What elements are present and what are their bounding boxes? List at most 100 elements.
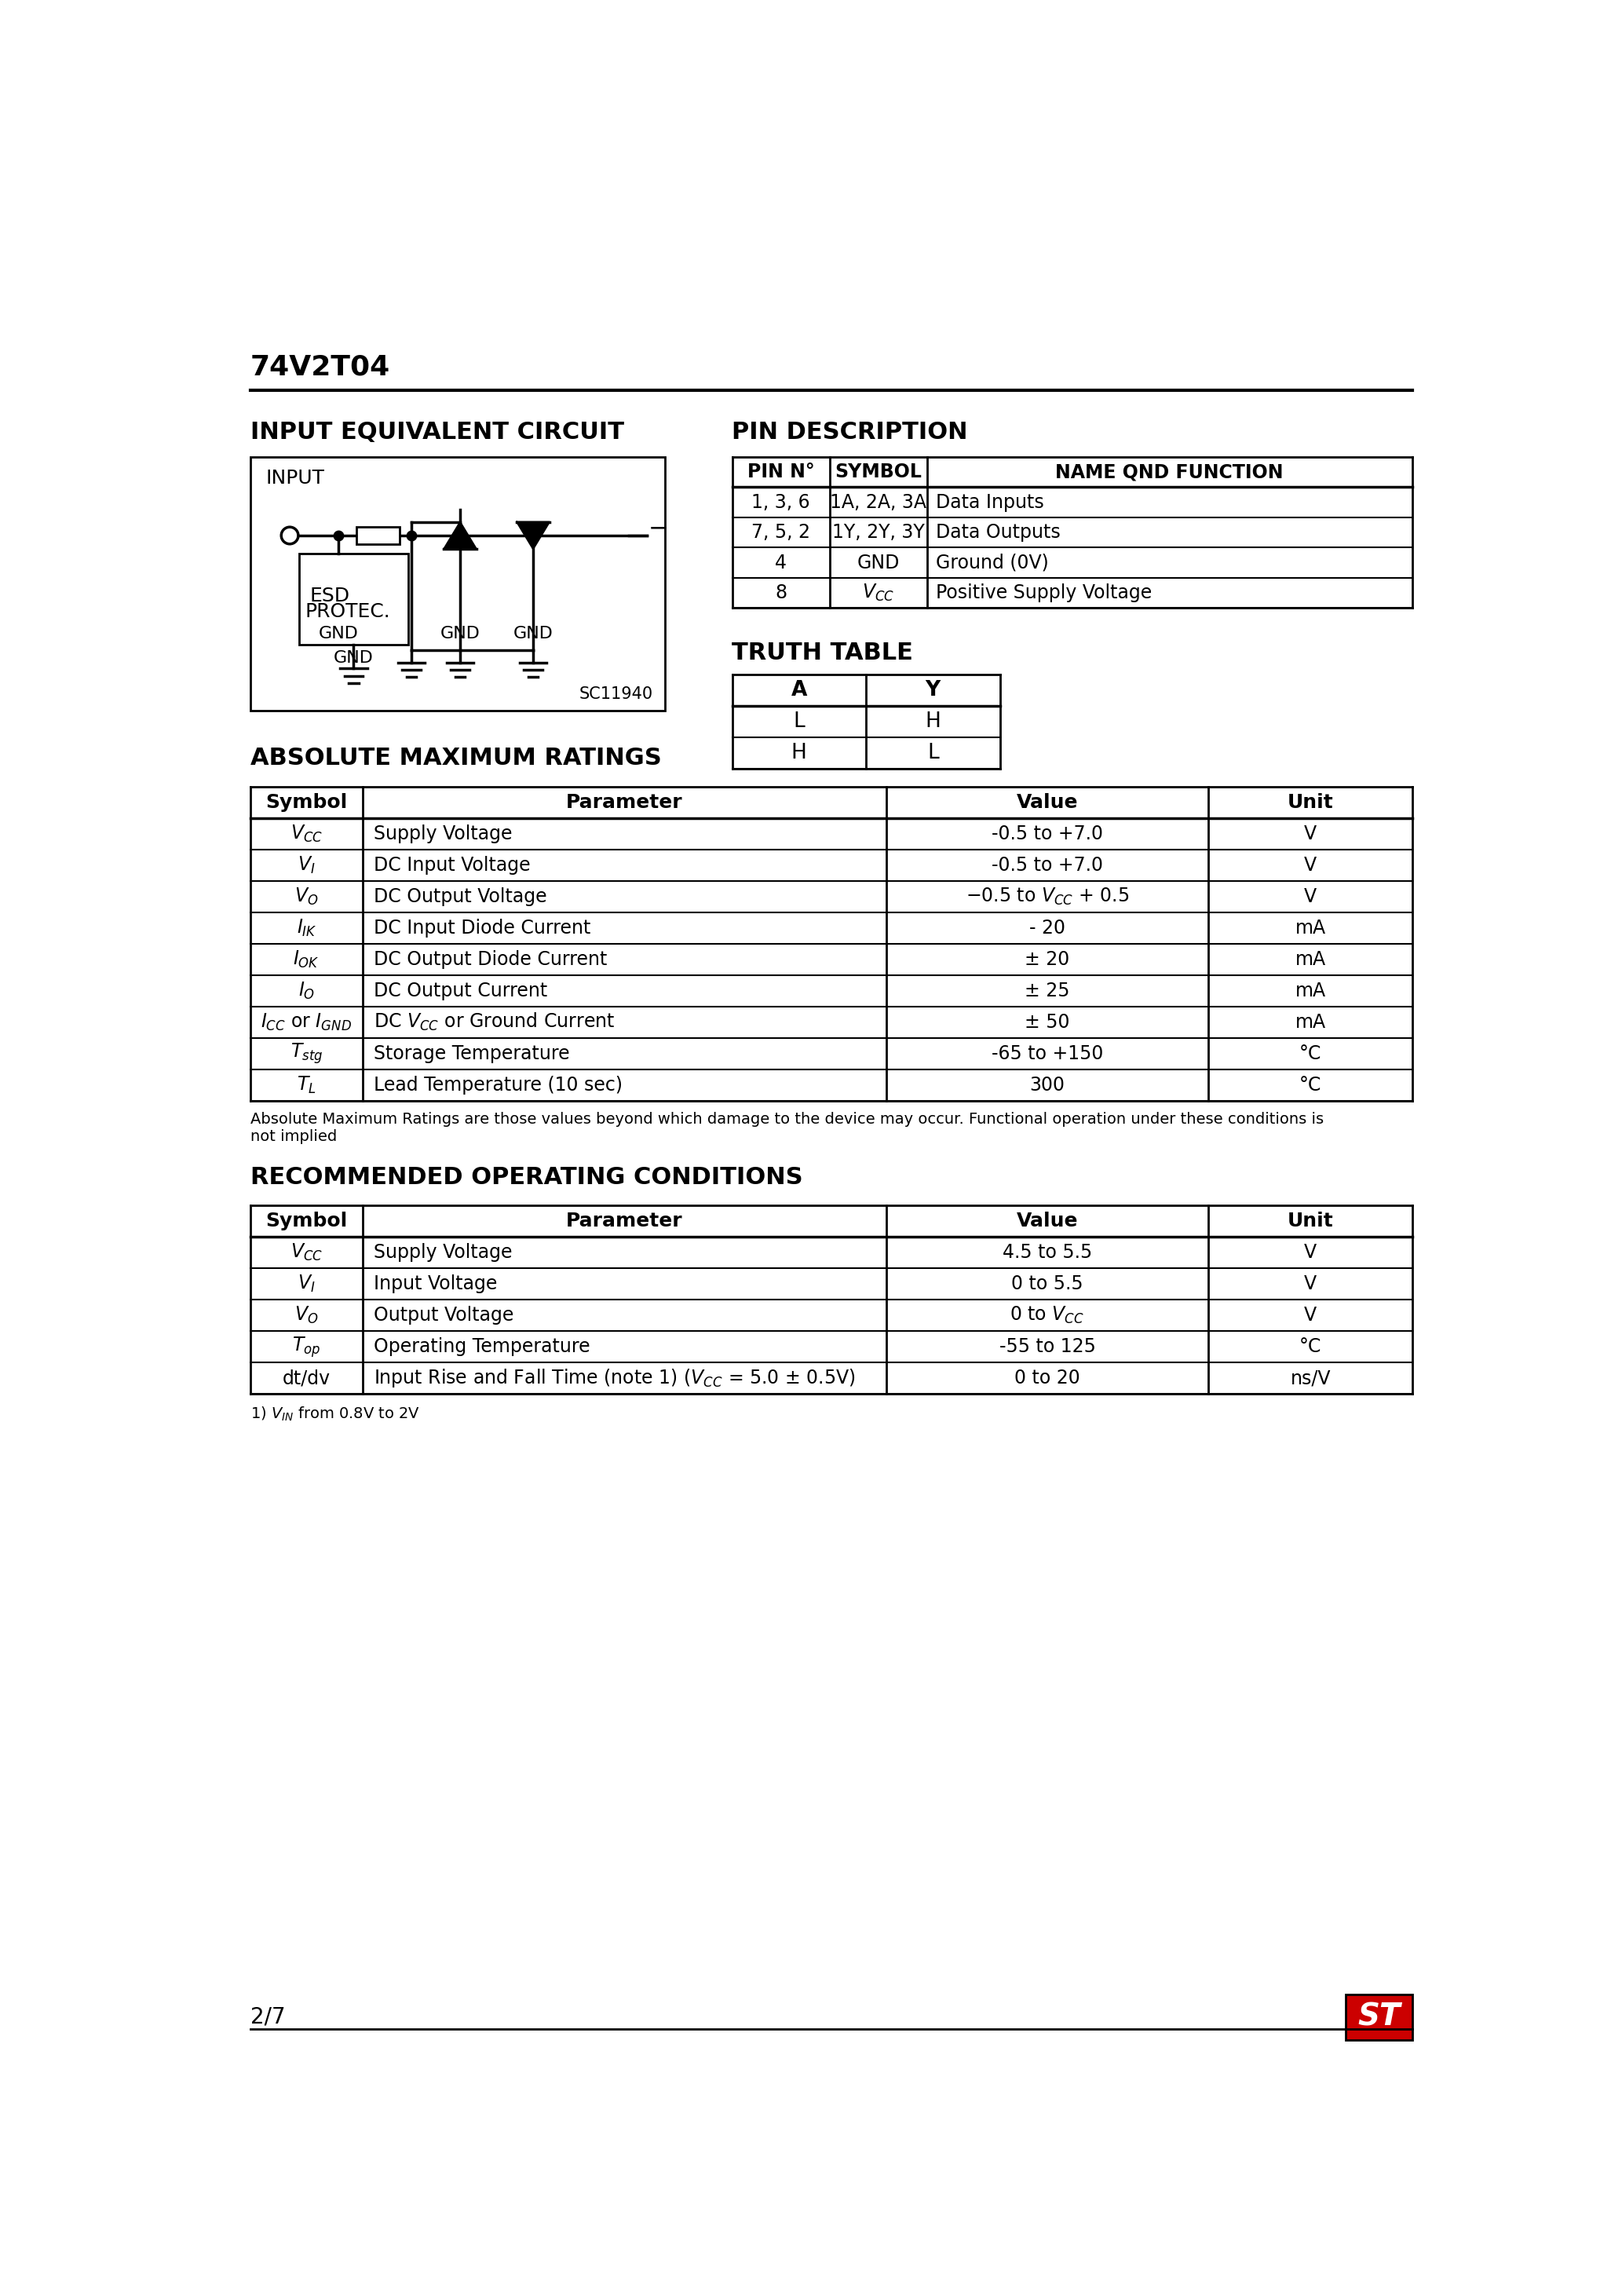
Text: Unit: Unit (1288, 792, 1333, 810)
Text: PIN N°: PIN N° (748, 461, 814, 482)
Text: Data Inputs: Data Inputs (936, 494, 1045, 512)
Text: DC Output Voltage: DC Output Voltage (373, 886, 547, 907)
Text: DC $V_{CC}$ or Ground Current: DC $V_{CC}$ or Ground Current (373, 1013, 615, 1033)
Text: 1Y, 2Y, 3Y: 1Y, 2Y, 3Y (832, 523, 925, 542)
Text: PROTEC.: PROTEC. (305, 602, 391, 620)
Text: Output Voltage: Output Voltage (373, 1306, 514, 1325)
Text: H: H (792, 744, 806, 762)
Text: Input Voltage: Input Voltage (373, 1274, 498, 1293)
Text: $T_{op}$: $T_{op}$ (292, 1334, 321, 1359)
Text: GND: GND (334, 650, 373, 666)
Text: - 20: - 20 (1030, 918, 1066, 937)
Text: 0 to 5.5: 0 to 5.5 (1011, 1274, 1083, 1293)
Text: $V_{O}$: $V_{O}$ (295, 886, 318, 907)
Text: ± 25: ± 25 (1025, 980, 1071, 1001)
Text: $V_{CC}$: $V_{CC}$ (290, 1242, 323, 1263)
Text: $T_{stg}$: $T_{stg}$ (290, 1042, 323, 1065)
Text: 7, 5, 2: 7, 5, 2 (751, 523, 811, 542)
Text: 1, 3, 6: 1, 3, 6 (751, 494, 809, 512)
Text: ± 20: ± 20 (1025, 951, 1071, 969)
Text: V: V (1304, 1242, 1317, 1263)
Text: $V_{CC}$: $V_{CC}$ (861, 583, 894, 604)
Text: GND: GND (440, 625, 480, 641)
Text: °C: °C (1299, 1077, 1322, 1095)
Text: ABSOLUTE MAXIMUM RATINGS: ABSOLUTE MAXIMUM RATINGS (250, 746, 662, 769)
Text: Unit: Unit (1288, 1212, 1333, 1231)
Text: Ground (0V): Ground (0V) (936, 553, 1049, 572)
Text: Input Rise and Fall Time (note 1) ($V_{CC}$ = 5.0 $\pm$ 0.5V): Input Rise and Fall Time (note 1) ($V_{C… (373, 1368, 855, 1389)
Text: Value: Value (1017, 1212, 1079, 1231)
Text: RECOMMENDED OPERATING CONDITIONS: RECOMMENDED OPERATING CONDITIONS (250, 1166, 803, 1189)
Text: DC Output Current: DC Output Current (373, 980, 548, 1001)
Text: Supply Voltage: Supply Voltage (373, 824, 513, 843)
Bar (298, 553, 409, 645)
Text: H: H (925, 712, 941, 732)
Text: Symbol: Symbol (266, 1212, 347, 1231)
Polygon shape (517, 521, 550, 549)
Text: °C: °C (1299, 1339, 1322, 1357)
Text: Absolute Maximum Ratings are those values beyond which damage to the device may : Absolute Maximum Ratings are those value… (250, 1111, 1324, 1143)
Text: mA: mA (1294, 1013, 1325, 1031)
Text: $I_{CC}$ or $I_{GND}$: $I_{CC}$ or $I_{GND}$ (261, 1013, 352, 1033)
Text: 1) $V_{IN}$ from 0.8V to 2V: 1) $V_{IN}$ from 0.8V to 2V (250, 1405, 420, 1424)
Text: V: V (1304, 1274, 1317, 1293)
Text: V: V (1304, 856, 1317, 875)
Text: $V_{O}$: $V_{O}$ (295, 1304, 318, 1325)
Text: mA: mA (1294, 951, 1325, 969)
Text: 0 to $V_{CC}$: 0 to $V_{CC}$ (1011, 1304, 1085, 1325)
Text: L: L (928, 744, 939, 762)
Text: 4.5 to 5.5: 4.5 to 5.5 (1002, 1242, 1092, 1263)
Text: Operating Temperature: Operating Temperature (373, 1339, 590, 1357)
Text: GND: GND (513, 625, 553, 641)
Text: V: V (1304, 824, 1317, 843)
Text: 300: 300 (1030, 1077, 1066, 1095)
Polygon shape (444, 521, 477, 549)
Text: DC Input Voltage: DC Input Voltage (373, 856, 530, 875)
Text: -55 to 125: -55 to 125 (999, 1339, 1095, 1357)
Text: 74V2T04: 74V2T04 (250, 354, 391, 381)
Text: L: L (793, 712, 805, 732)
Text: -0.5 to +7.0: -0.5 to +7.0 (991, 856, 1103, 875)
Text: ns/V: ns/V (1289, 1368, 1330, 1387)
Text: 0 to 20: 0 to 20 (1014, 1368, 1080, 1387)
Text: $V_{CC}$: $V_{CC}$ (290, 824, 323, 845)
Text: $V_{I}$: $V_{I}$ (297, 1274, 315, 1295)
Text: Storage Temperature: Storage Temperature (373, 1045, 569, 1063)
Text: Positive Supply Voltage: Positive Supply Voltage (936, 583, 1152, 602)
Text: Parameter: Parameter (566, 1212, 683, 1231)
Text: -65 to +150: -65 to +150 (991, 1045, 1103, 1063)
Text: 8: 8 (775, 583, 787, 602)
Text: Parameter: Parameter (566, 792, 683, 810)
Bar (1345, 1995, 1413, 2039)
Text: INPUT: INPUT (266, 468, 324, 487)
Text: Data Outputs: Data Outputs (936, 523, 1061, 542)
Bar (250, 457, 665, 712)
Text: NAME QND FUNCTION: NAME QND FUNCTION (1056, 461, 1283, 482)
Text: Lead Temperature (10 sec): Lead Temperature (10 sec) (373, 1077, 623, 1095)
Text: Y: Y (925, 680, 941, 700)
Text: 4: 4 (775, 553, 787, 572)
Text: V: V (1304, 886, 1317, 907)
Text: TRUTH TABLE: TRUTH TABLE (732, 641, 913, 664)
Text: SC11940: SC11940 (579, 687, 654, 703)
Text: 2/7: 2/7 (250, 2007, 285, 2027)
Text: -0.5 to +7.0: -0.5 to +7.0 (991, 824, 1103, 843)
Text: GND: GND (856, 553, 900, 572)
Text: $V_{I}$: $V_{I}$ (297, 854, 315, 875)
Text: DC Output Diode Current: DC Output Diode Current (373, 951, 607, 969)
Text: $I_{IK}$: $I_{IK}$ (297, 918, 316, 939)
Text: $-0.5$ to $V_{CC}$ + 0.5: $-0.5$ to $V_{CC}$ + 0.5 (965, 886, 1129, 907)
Text: $I_{O}$: $I_{O}$ (298, 980, 315, 1001)
Text: PIN DESCRIPTION: PIN DESCRIPTION (732, 420, 968, 443)
Text: ± 50: ± 50 (1025, 1013, 1071, 1031)
Text: −: − (649, 517, 668, 540)
Text: DC Input Diode Current: DC Input Diode Current (373, 918, 590, 937)
Text: INPUT EQUIVALENT CIRCUIT: INPUT EQUIVALENT CIRCUIT (250, 420, 624, 443)
Text: dt/dv: dt/dv (282, 1368, 331, 1387)
Text: $T_{L}$: $T_{L}$ (297, 1075, 316, 1095)
Text: GND: GND (318, 625, 358, 641)
Text: Symbol: Symbol (266, 792, 347, 810)
Text: mA: mA (1294, 980, 1325, 1001)
Text: ESD: ESD (310, 588, 350, 606)
Text: $I_{OK}$: $I_{OK}$ (294, 948, 320, 969)
